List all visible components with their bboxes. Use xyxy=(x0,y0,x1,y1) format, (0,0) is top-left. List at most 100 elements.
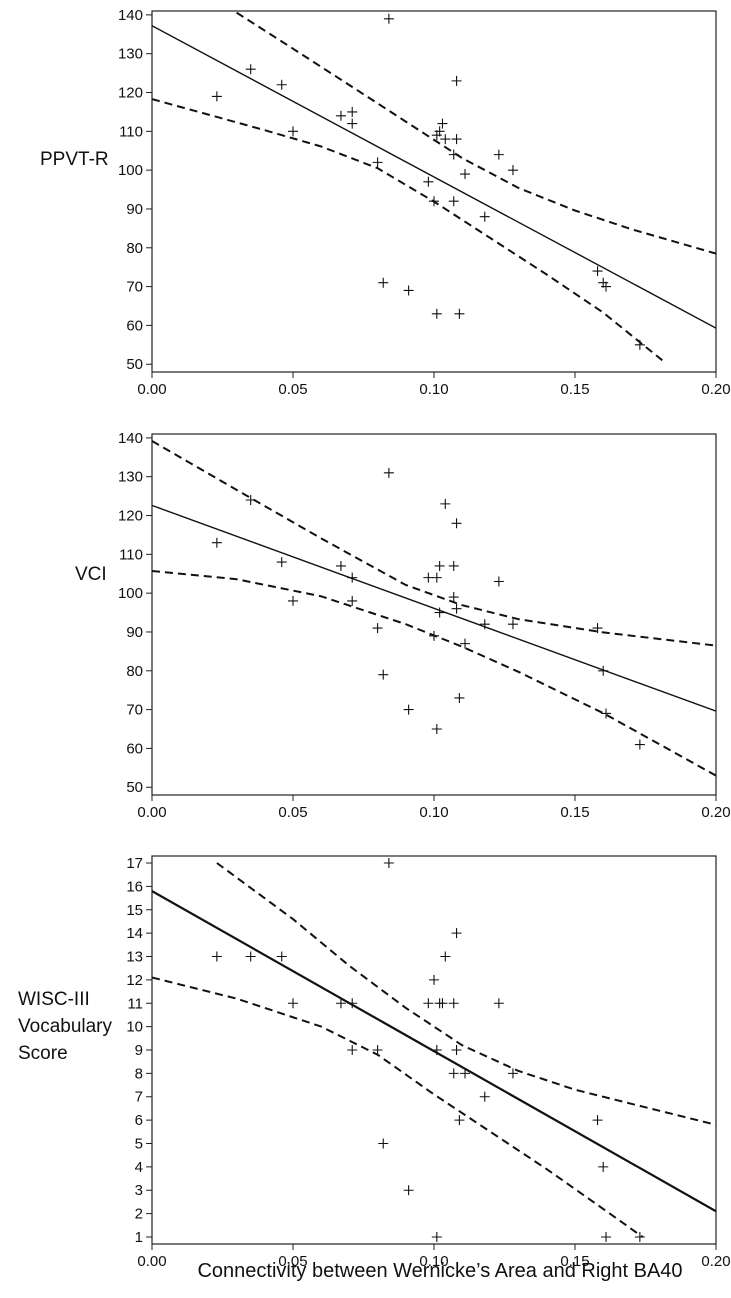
data-point xyxy=(335,110,346,121)
x-tick-label: 0.20 xyxy=(701,804,730,821)
data-point xyxy=(454,1115,465,1126)
y-axis-label-line: WISC-III xyxy=(18,989,90,1010)
data-point xyxy=(347,998,358,1009)
data-point xyxy=(288,126,298,137)
x-tick-label: 0.10 xyxy=(419,381,448,398)
y-tick-label: 120 xyxy=(118,85,143,102)
data-point xyxy=(440,498,451,509)
data-point xyxy=(440,951,451,962)
data-point xyxy=(378,669,389,680)
data-point xyxy=(372,157,383,168)
y-axis-label-line: VCI xyxy=(75,564,107,585)
data-point xyxy=(507,165,518,176)
x-tick-label: 0.05 xyxy=(278,804,307,821)
data-point xyxy=(634,1231,645,1242)
y-tick-label: 50 xyxy=(126,356,143,373)
upper-confidence-band xyxy=(236,11,716,255)
x-tick-label: 0.05 xyxy=(278,381,307,398)
data-point xyxy=(429,974,439,985)
x-tick-label: 0.00 xyxy=(137,381,166,398)
y-tick-label: 16 xyxy=(126,878,143,895)
data-point xyxy=(507,1068,518,1079)
data-point xyxy=(451,75,462,86)
y-tick-label: 15 xyxy=(126,902,143,919)
panel-wisc-iii-vocabulary: 0.00 0.05 0.10 0.15 0.2012345678910111213141… xyxy=(18,855,731,1270)
data-point xyxy=(288,595,298,606)
y-tick-label: 5 xyxy=(135,1135,143,1152)
data-point xyxy=(598,665,609,676)
y-axis-label-line: Vocabulary xyxy=(18,1016,113,1037)
data-point xyxy=(460,1068,471,1079)
y-tick-label: 9 xyxy=(135,1042,143,1059)
x-tick-label: 0.10 xyxy=(419,1253,448,1270)
data-point xyxy=(347,595,358,606)
data-point xyxy=(601,281,612,292)
data-point xyxy=(403,1185,414,1196)
y-tick-label: 80 xyxy=(126,663,143,680)
data-point xyxy=(479,619,490,630)
x-tick-label: 0.15 xyxy=(560,1253,589,1270)
data-point xyxy=(245,494,256,505)
data-point xyxy=(434,126,445,137)
y-tick-label: 11 xyxy=(127,995,143,1012)
data-point xyxy=(460,169,471,180)
x-tick-label: 0.00 xyxy=(137,804,166,821)
y-tick-label: 130 xyxy=(118,46,143,63)
data-point xyxy=(372,623,383,634)
y-tick-label: 6 xyxy=(135,1112,143,1129)
plot-area xyxy=(152,858,716,1242)
data-point xyxy=(434,607,445,618)
y-tick-label: 12 xyxy=(126,972,143,989)
y-tick-label: 8 xyxy=(135,1065,143,1082)
y-tick-label: 140 xyxy=(118,430,143,447)
data-point xyxy=(451,1045,462,1055)
data-point xyxy=(429,630,439,641)
x-tick-label: 0.10 xyxy=(419,804,448,821)
data-point xyxy=(592,266,603,277)
x-axis-title: Connectivity between Wernicke’s Area and… xyxy=(197,1260,682,1282)
data-point xyxy=(440,134,451,145)
data-point xyxy=(448,592,459,603)
data-point xyxy=(383,467,394,478)
data-point xyxy=(423,176,434,187)
upper-confidence-band xyxy=(216,862,716,1126)
y-tick-label: 17 xyxy=(126,855,143,872)
lower-confidence-band xyxy=(152,976,644,1238)
y-tick-label: 10 xyxy=(126,1019,143,1036)
data-point xyxy=(454,308,465,319)
data-point xyxy=(507,619,518,630)
y-tick-label: 60 xyxy=(126,740,143,757)
y-tick-label: 60 xyxy=(126,317,143,334)
x-tick-label: 0.15 xyxy=(560,381,589,398)
y-tick-label: 70 xyxy=(126,279,143,296)
data-point xyxy=(451,518,462,529)
data-point xyxy=(437,118,448,129)
y-axis-label: WISC-III Vocabulary Score xyxy=(18,989,113,1064)
data-point xyxy=(448,560,459,571)
data-point xyxy=(276,951,287,962)
y-tick-label: 120 xyxy=(118,508,143,525)
y-tick-label: 4 xyxy=(135,1159,143,1176)
y-tick-label: 80 xyxy=(126,240,143,257)
y-tick-label: 70 xyxy=(126,702,143,719)
data-point xyxy=(451,603,462,614)
data-point xyxy=(598,1161,609,1172)
data-point xyxy=(493,998,504,1009)
data-point xyxy=(431,308,442,319)
data-point xyxy=(347,106,358,117)
data-point xyxy=(211,537,222,548)
data-point xyxy=(592,1115,603,1126)
panel-ppvt-r: 0.00 0.05 0.10 0.15 0.20 50 60 70 80 90 100 110 120 1… xyxy=(40,7,731,398)
lower-confidence-band xyxy=(152,570,716,777)
y-tick-label: 7 xyxy=(135,1089,143,1106)
data-point xyxy=(335,998,346,1009)
y-tick-label: 13 xyxy=(126,949,143,966)
data-point xyxy=(592,623,603,634)
data-point xyxy=(493,149,504,160)
data-point xyxy=(479,211,490,222)
data-point xyxy=(245,64,256,75)
data-point xyxy=(383,858,394,869)
y-tick-label: 100 xyxy=(118,162,143,179)
y-tick-label: 90 xyxy=(126,201,143,218)
